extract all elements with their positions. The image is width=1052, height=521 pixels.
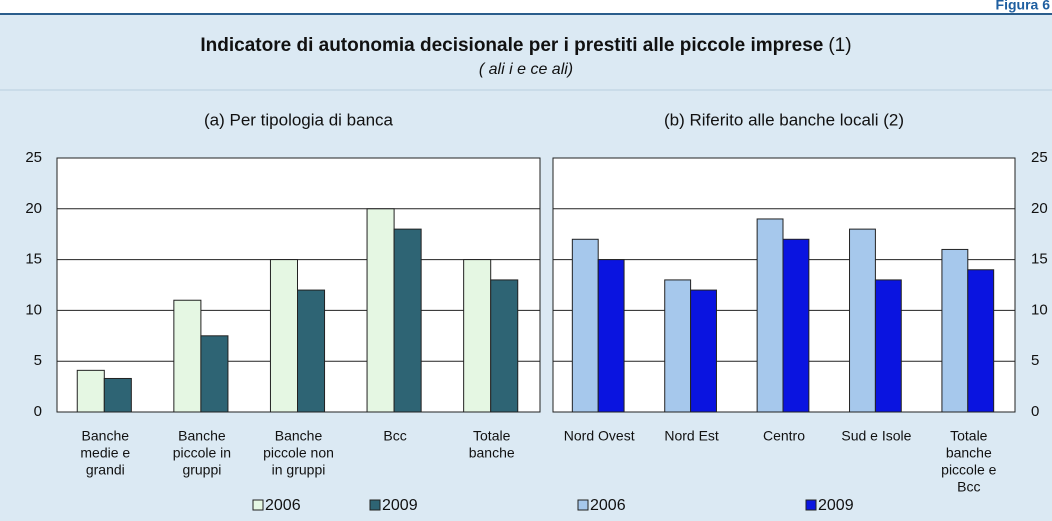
y-tick-label: 25 bbox=[1031, 149, 1048, 166]
legend-swatch bbox=[369, 499, 381, 511]
title-main: Indicatore di autonomia decisionale per … bbox=[200, 35, 823, 56]
panel-title: (a) Per tipologia di banca bbox=[204, 110, 394, 129]
x-tick-label: gruppi bbox=[182, 462, 221, 478]
x-tick-label: Banche bbox=[82, 428, 130, 444]
subtitle: ( ali i e ce ali) bbox=[479, 61, 573, 78]
x-tick-label: Bcc bbox=[957, 479, 980, 495]
bar bbox=[393, 228, 422, 413]
legend-swatch bbox=[805, 499, 817, 511]
x-tick-label: banche bbox=[469, 445, 515, 461]
y-tick-label: 20 bbox=[1031, 200, 1048, 217]
legend-swatch bbox=[577, 499, 589, 511]
bar bbox=[366, 208, 395, 413]
legend-swatch bbox=[252, 499, 264, 511]
x-tick-label: piccole non bbox=[263, 445, 334, 461]
x-tick-label: Nord Est bbox=[664, 428, 719, 444]
y-tick-label: 5 bbox=[34, 352, 42, 369]
bar bbox=[103, 377, 132, 413]
bar bbox=[967, 269, 995, 413]
y-tick-label: 15 bbox=[1031, 251, 1048, 268]
y-tick-label: 20 bbox=[25, 200, 42, 217]
x-tick-label: Banche bbox=[178, 428, 226, 444]
x-tick-label: medie e bbox=[80, 445, 130, 461]
bar bbox=[490, 279, 519, 413]
bar bbox=[297, 289, 326, 413]
y-tick-label: 0 bbox=[1031, 403, 1039, 420]
bar bbox=[664, 279, 692, 413]
x-tick-label: banche bbox=[946, 445, 992, 461]
title: Indicatore di autonomia decisionale per … bbox=[200, 35, 851, 56]
bar bbox=[597, 259, 625, 413]
figure-label: Figura 6 bbox=[996, 0, 1051, 13]
y-tick-label: 25 bbox=[25, 149, 42, 166]
y-tick-label: 15 bbox=[25, 251, 42, 268]
bar bbox=[941, 248, 969, 413]
legend-label: 2006 bbox=[265, 497, 301, 514]
x-tick-label: Sud e Isole bbox=[841, 428, 911, 444]
y-tick-label: 10 bbox=[1031, 301, 1048, 318]
bar bbox=[76, 369, 105, 413]
bar bbox=[571, 238, 599, 413]
y-tick-label: 10 bbox=[25, 301, 42, 318]
y-tick-label: 5 bbox=[1031, 352, 1039, 369]
x-tick-label: Nord Ovest bbox=[564, 428, 635, 444]
x-tick-label: in gruppi bbox=[272, 462, 326, 478]
bar bbox=[200, 335, 229, 413]
bar bbox=[782, 238, 810, 413]
x-tick-label: Banche bbox=[275, 428, 323, 444]
x-tick-label: piccole e bbox=[941, 462, 996, 478]
x-tick-label: grandi bbox=[86, 462, 125, 478]
x-tick-label: Centro bbox=[763, 428, 805, 444]
legend-label: 2009 bbox=[382, 497, 418, 514]
bar bbox=[849, 228, 876, 413]
x-tick-label: Totale bbox=[950, 428, 988, 444]
legend-label: 2006 bbox=[590, 497, 626, 514]
top-strip bbox=[0, 0, 1052, 14]
panel-title: (b) Riferito alle banche locali (2) bbox=[664, 110, 904, 129]
x-tick-label: Bcc bbox=[383, 428, 406, 444]
x-tick-label: Totale bbox=[473, 428, 511, 444]
title-note: (1) bbox=[828, 35, 851, 56]
x-tick-label: piccole in bbox=[173, 445, 231, 461]
bar bbox=[173, 299, 202, 413]
bar bbox=[690, 289, 717, 413]
bar bbox=[269, 259, 298, 413]
bar bbox=[463, 259, 492, 413]
bar bbox=[756, 218, 784, 413]
y-tick-label: 0 bbox=[34, 403, 42, 420]
bar bbox=[874, 279, 902, 413]
legend-label: 2009 bbox=[818, 497, 854, 514]
